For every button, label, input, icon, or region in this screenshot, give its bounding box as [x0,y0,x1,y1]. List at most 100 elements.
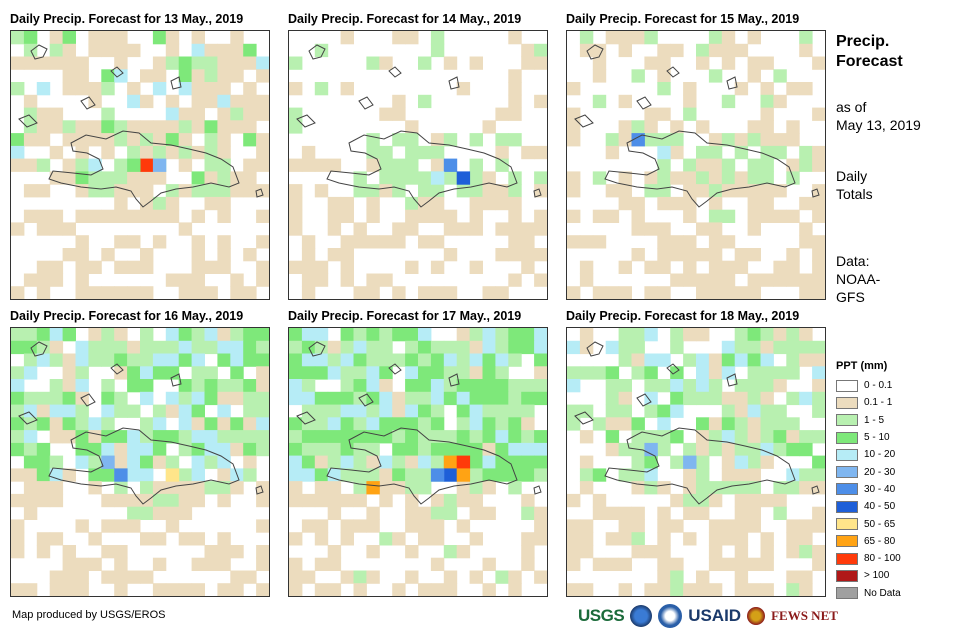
precip-cell [217,468,231,482]
precip-cell [683,260,697,274]
precip-cell [469,171,483,185]
precip-cell [327,481,342,495]
precip-cell [256,158,269,172]
precip-cell [567,532,581,546]
precip-cell [747,506,761,520]
coastline [326,130,518,208]
precip-cell [379,171,393,185]
precip-cell [75,455,89,469]
precip-cell [734,468,749,482]
precip-cell [127,235,141,249]
precip-cell [760,273,774,287]
precip-cell [165,43,180,58]
precip-cell [443,545,458,559]
legend-label: 10 - 20 [864,449,896,461]
precip-cell [799,519,813,533]
precip-cell [405,328,419,342]
data-line-1: Data: [836,253,870,269]
precip-cell [101,353,115,367]
precip-cell [327,209,342,223]
precip-cell [644,120,658,134]
precip-cell [812,196,825,211]
precip-cell [799,442,813,457]
precip-cell [379,107,393,121]
precip-cell [534,248,547,262]
precip-cell [605,286,620,299]
precip-cell [353,379,367,393]
precip-cell [366,286,380,299]
precip-cell [243,107,257,121]
precip-cell [786,532,800,546]
precip-cell [469,222,483,236]
precip-cell [773,493,787,508]
precip-cell [579,519,594,533]
precip-cell [495,248,509,262]
precip-cell [301,235,316,249]
precip-cell [140,171,154,185]
precip-cell [101,493,115,508]
precip-map-14-may [289,31,547,299]
precip-cell [618,260,632,274]
precip-cell [508,222,522,236]
coastline [586,44,604,60]
precip-cell [75,391,89,406]
precip-cell [567,82,581,96]
precip-cell [508,583,522,596]
precip-cell [405,391,419,406]
precip-cell [521,145,535,160]
precip-cell [670,557,684,571]
precip-cell [592,69,607,83]
precip-cell [760,532,774,546]
precip-cell [644,583,658,596]
precip-cell [366,391,380,406]
precip-cell [165,455,180,469]
logo-strip: USGS USAID FEWS NET [578,602,838,630]
precip-cell [683,391,697,406]
precip-cell [49,570,64,584]
precip-cell [49,583,64,596]
precip-cell [62,545,76,559]
precip-cell [256,519,269,533]
precip-cell [644,133,658,147]
precip-cell [340,328,354,342]
precip-cell [217,94,231,109]
precip-cell [567,286,581,299]
coastline [296,411,316,425]
precip-cell [127,404,141,418]
precip-cell [495,442,509,457]
precip-cell [657,545,671,559]
precip-cell [11,31,25,45]
precip-cell [36,184,51,198]
precip-cell [289,120,303,134]
precip-cell [392,391,406,406]
precip-cell [127,184,141,198]
precip-cell [631,455,645,469]
precip-cell [152,31,167,45]
precip-cell [456,391,471,406]
precip-cell [495,158,509,172]
precip-cell [696,455,710,469]
precip-cell [217,171,231,185]
precip-cell [657,379,671,393]
precip-cell [114,133,128,147]
precip-cell [392,353,406,367]
precip-cell [456,417,471,431]
precip-cell [812,366,825,380]
precip-cell [392,133,406,147]
precip-cell [191,468,205,482]
precip-cell [204,69,218,83]
precip-cell [392,481,406,495]
precip-cell [696,248,710,262]
precip-cell [289,328,303,342]
precip-cell [760,82,774,96]
precip-cell [314,366,329,380]
precip-cell [127,379,141,393]
precip-cell [75,82,89,96]
precip-cell [812,158,825,172]
precip-cell [49,43,64,58]
precip-cell [443,171,458,185]
precip-cell [657,56,671,70]
side-title-line-2: Forecast [836,53,903,70]
precip-cell [631,353,645,367]
precip-cell [114,366,128,380]
